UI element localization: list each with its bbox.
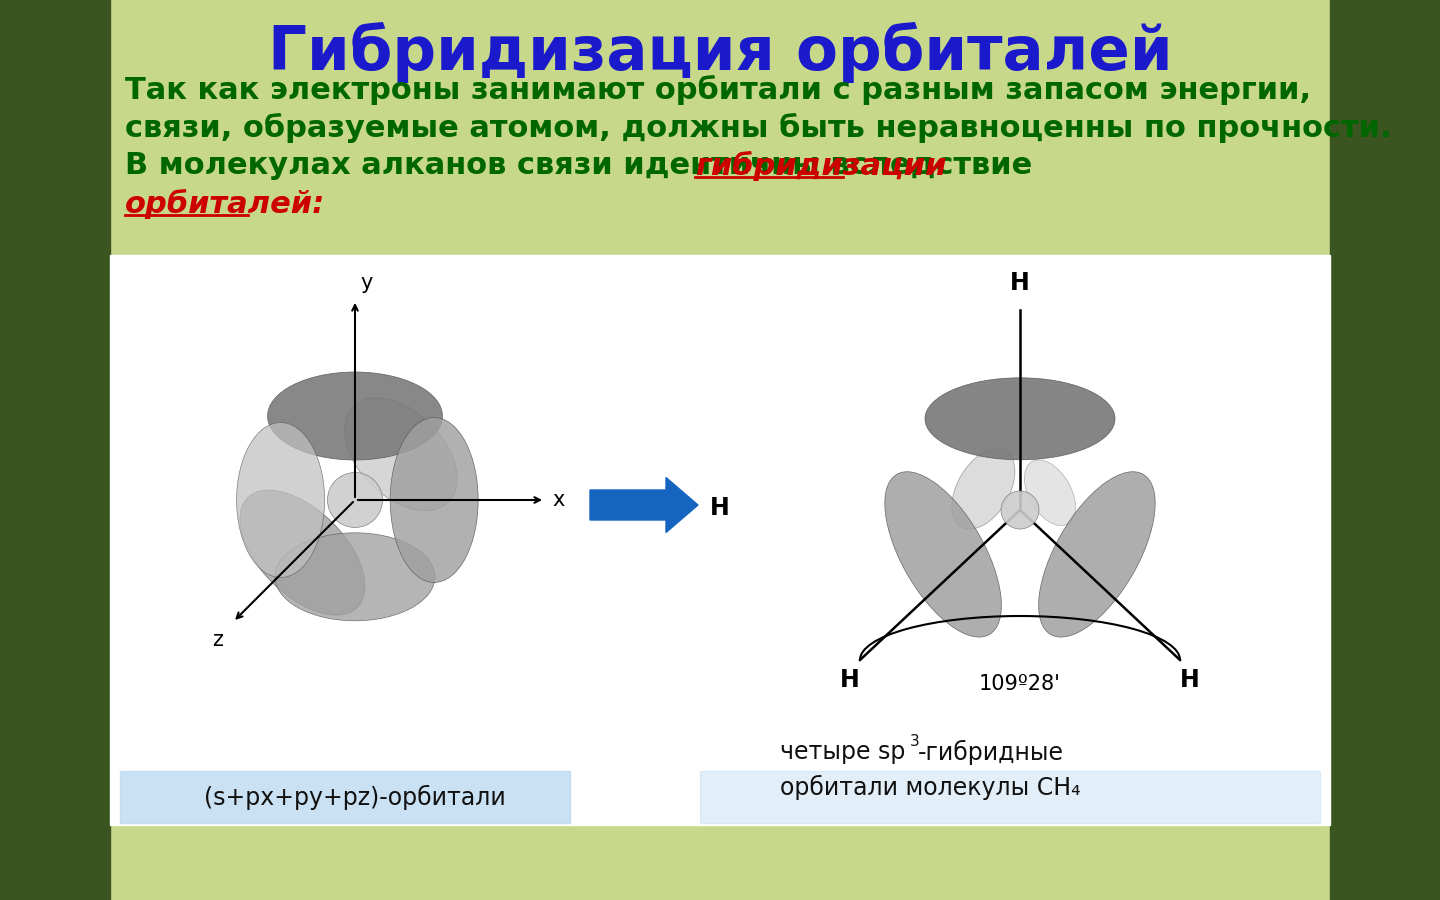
Text: H: H <box>710 496 730 520</box>
Ellipse shape <box>275 533 435 621</box>
Ellipse shape <box>240 491 364 615</box>
Text: орбитали молекулы СН₄: орбитали молекулы СН₄ <box>780 774 1080 799</box>
Text: В молекулах алканов связи идентичны вследствие: В молекулах алканов связи идентичны всле… <box>125 151 1043 180</box>
Ellipse shape <box>952 448 1015 529</box>
Bar <box>109 255 1331 825</box>
Ellipse shape <box>924 378 1115 460</box>
Text: (s+px+py+pz)-орбитали: (s+px+py+pz)-орбитали <box>204 785 505 810</box>
Text: четыре sp: четыре sp <box>780 740 906 764</box>
Text: H: H <box>1181 668 1200 692</box>
Ellipse shape <box>1024 460 1076 526</box>
Bar <box>1331 0 1440 900</box>
Ellipse shape <box>327 472 383 527</box>
Text: H: H <box>840 668 860 692</box>
Text: Гибридизация орбиталей: Гибридизация орбиталей <box>268 22 1172 83</box>
Bar <box>0 0 109 900</box>
Ellipse shape <box>884 472 1001 637</box>
Text: 3: 3 <box>910 734 920 750</box>
Ellipse shape <box>268 372 442 460</box>
Ellipse shape <box>1001 491 1040 529</box>
Ellipse shape <box>344 398 458 510</box>
Text: -гибридные: -гибридные <box>919 740 1064 765</box>
Bar <box>700 771 1320 823</box>
Text: z: z <box>212 630 223 650</box>
Text: гибридизации: гибридизации <box>696 151 946 181</box>
Text: x: x <box>552 490 564 510</box>
Text: 109º28': 109º28' <box>979 674 1061 694</box>
Text: H: H <box>1009 271 1030 295</box>
FancyArrow shape <box>590 478 698 533</box>
Text: Так как электроны занимают орбитали с разным запасом энергии,: Так как электроны занимают орбитали с ра… <box>125 75 1312 105</box>
Ellipse shape <box>236 422 324 578</box>
Text: орбиталей:: орбиталей: <box>125 189 325 219</box>
Ellipse shape <box>1038 472 1155 637</box>
Ellipse shape <box>390 418 478 582</box>
Text: связи, образуемые атомом, должны быть неравноценны по прочности.: связи, образуемые атомом, должны быть не… <box>125 113 1391 143</box>
Bar <box>120 771 570 823</box>
Text: y: y <box>360 273 373 293</box>
